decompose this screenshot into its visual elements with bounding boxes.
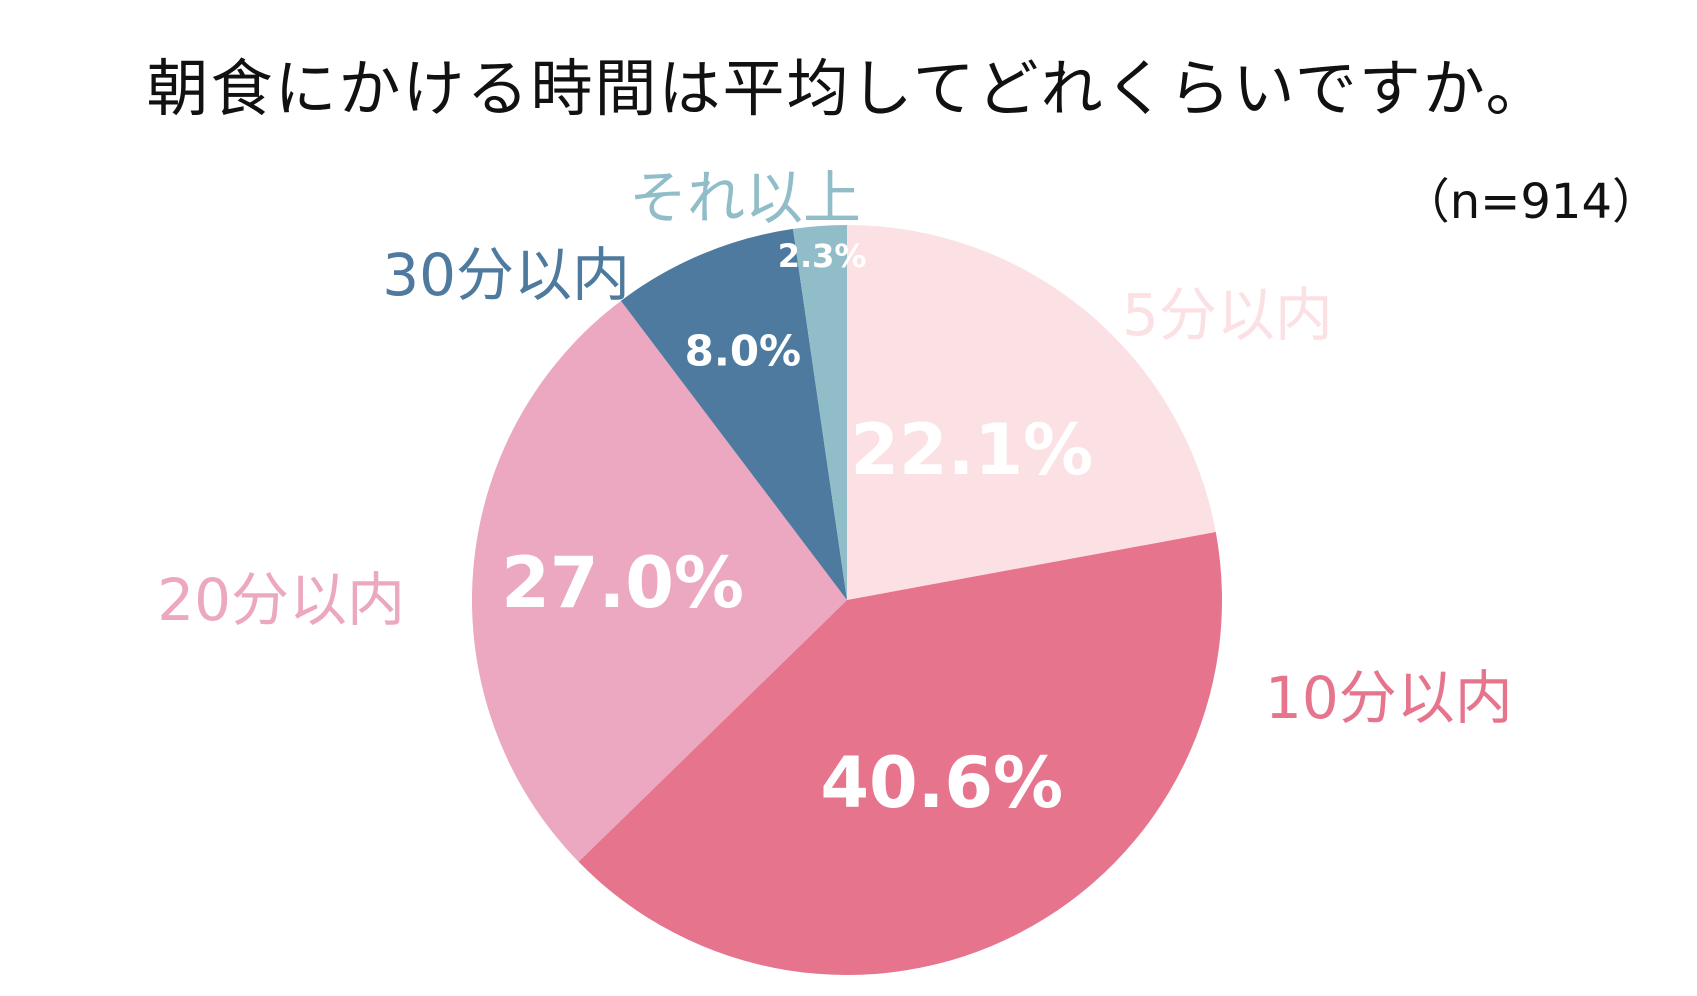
chart-title: 朝食にかける時間は平均してどれくらいですか。 xyxy=(146,52,1549,125)
percentage-labels: 22.1% 40.6% 27.0% 8.0% 2.3% xyxy=(501,237,1093,824)
pie-slices xyxy=(472,225,1222,976)
sample-size-label: （n=914） xyxy=(1402,174,1660,230)
category-label: 10分以内 xyxy=(1265,664,1513,732)
pie-slice xyxy=(847,225,1216,600)
percentage-label: 2.3% xyxy=(778,237,867,275)
category-label: 20分以内 xyxy=(157,566,405,634)
category-label: 5分以内 xyxy=(1122,281,1333,349)
pie-slice xyxy=(578,532,1222,976)
pie-slice xyxy=(620,228,847,601)
percentage-label: 27.0% xyxy=(501,542,744,624)
category-labels: 5分以内 10分以内 20分以内 30分以内 それ以上 xyxy=(157,164,1513,732)
pie-slice xyxy=(472,300,847,862)
pie-slice xyxy=(792,225,847,600)
category-label: それ以上 xyxy=(629,164,861,232)
percentage-label: 40.6% xyxy=(820,742,1063,824)
percentage-label: 22.1% xyxy=(850,409,1093,491)
percentage-label: 8.0% xyxy=(685,326,801,375)
category-label: 30分以内 xyxy=(382,241,630,309)
